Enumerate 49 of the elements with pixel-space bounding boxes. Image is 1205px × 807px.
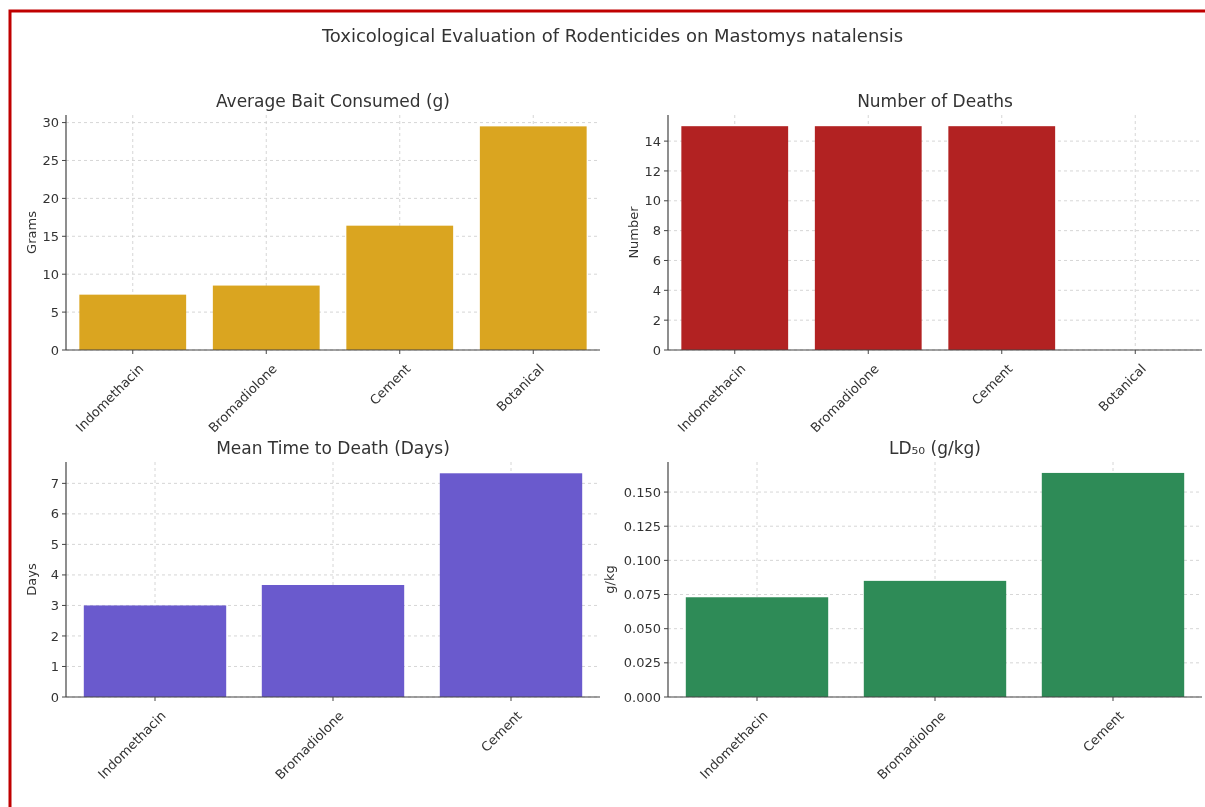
bar bbox=[346, 225, 454, 350]
y-tick-label: 0.075 bbox=[623, 587, 661, 603]
text: Toxicological Evaluation of Rodenticides on Mastomys natalensis bbox=[320, 25, 904, 46]
chart-title: LD₅₀ (g/kg) bbox=[888, 438, 982, 458]
y-tick-label: 15 bbox=[42, 228, 59, 244]
bar bbox=[439, 473, 583, 697]
y-axis-title: Number bbox=[626, 205, 641, 259]
y-tick-label: 1 bbox=[50, 659, 59, 675]
y-tick-label: 0 bbox=[50, 689, 59, 705]
bar bbox=[479, 126, 587, 350]
y-tick-label: 4 bbox=[50, 567, 59, 583]
y-tick-label: 0.000 bbox=[623, 689, 661, 705]
y-tick-label: 4 bbox=[652, 282, 661, 298]
y-tick-label: 2 bbox=[50, 628, 59, 644]
chart-title: Number of Deaths bbox=[857, 91, 1014, 111]
y-tick-label: 0.025 bbox=[623, 655, 661, 671]
y-tick-label: 8 bbox=[652, 223, 661, 239]
chart-title: Mean Time to Death (Days) bbox=[216, 438, 450, 458]
y-tick-label: 5 bbox=[50, 304, 59, 320]
bar bbox=[863, 580, 1007, 697]
y-tick-label: 0.150 bbox=[623, 484, 661, 500]
y-axis-title: Days bbox=[24, 563, 39, 596]
y-tick-label: 14 bbox=[644, 133, 661, 149]
y-tick-label: 0 bbox=[50, 342, 59, 358]
y-tick-label: 25 bbox=[42, 153, 59, 169]
y-axis-title: g/kg bbox=[602, 565, 617, 594]
bar bbox=[212, 285, 320, 350]
y-tick-label: 0.100 bbox=[623, 552, 661, 568]
y-tick-label: 0 bbox=[652, 342, 661, 358]
y-tick-label: 6 bbox=[652, 253, 661, 269]
bar bbox=[83, 605, 227, 697]
y-tick-label: 10 bbox=[42, 266, 59, 282]
chart-title: Average Bait Consumed (g) bbox=[215, 91, 451, 111]
bar bbox=[1041, 472, 1185, 697]
y-tick-label: 0.125 bbox=[623, 518, 661, 534]
y-tick-label: 7 bbox=[50, 475, 59, 491]
y-tick-label: 20 bbox=[42, 190, 59, 206]
y-tick-label: 5 bbox=[50, 536, 59, 552]
bar bbox=[685, 597, 829, 697]
bar bbox=[79, 294, 187, 350]
y-tick-label: 12 bbox=[644, 163, 661, 179]
y-tick-label: 30 bbox=[42, 115, 59, 131]
bar bbox=[261, 584, 405, 697]
y-tick-label: 6 bbox=[50, 506, 59, 522]
y-tick-label: 0.050 bbox=[623, 621, 661, 637]
y-tick-label: 2 bbox=[652, 312, 661, 328]
y-axis-title: Grams bbox=[24, 210, 39, 254]
y-tick-label: 3 bbox=[50, 597, 59, 613]
y-tick-label: 10 bbox=[644, 193, 661, 209]
